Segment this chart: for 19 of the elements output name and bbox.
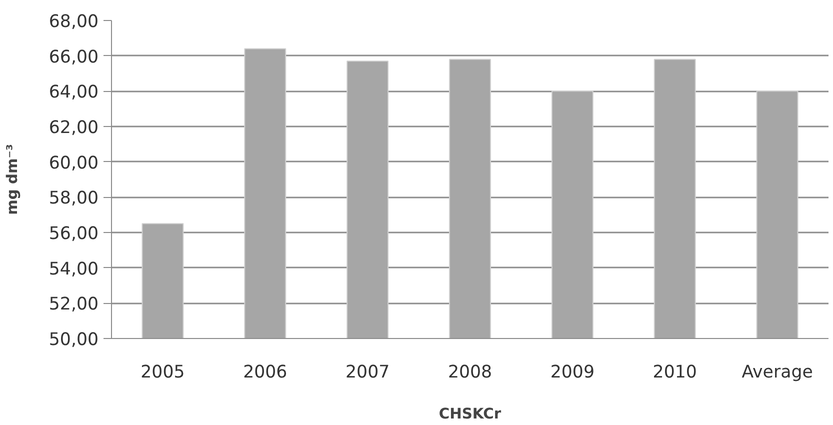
y-tick-label: 50,00	[48, 330, 99, 350]
y-tick-label: 64,00	[48, 82, 99, 103]
x-tick-label: 2007	[346, 362, 390, 382]
x-tick-label: 2010	[652, 362, 697, 382]
x-tick-label: 2005	[140, 362, 185, 382]
x-tick-label: 2009	[550, 362, 594, 382]
y-axis-title: mg dm⁻³	[4, 144, 21, 215]
y-tick-label: 52,00	[48, 294, 99, 315]
y-tick-label: 54,00	[48, 259, 99, 280]
y-tick-label: 62,00	[48, 118, 99, 138]
y-tick-label: 68,00	[48, 12, 99, 32]
x-tick-label: 2006	[243, 362, 288, 382]
x-axis-title: CHSKCr	[438, 406, 502, 422]
y-tick-label: 60,00	[48, 153, 99, 174]
y-tick-label: 56,00	[48, 224, 99, 244]
x-tick-label: 2008	[448, 362, 492, 382]
y-tick-label: 66,00	[48, 47, 99, 68]
y-tick-label: 58,00	[48, 188, 99, 209]
x-tick-label: Average	[742, 362, 813, 382]
